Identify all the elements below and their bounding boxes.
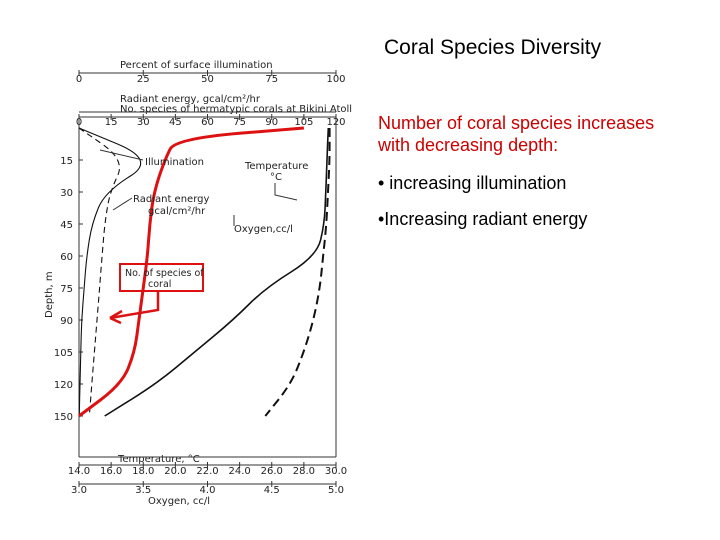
top-axis-label-illumination: Percent of surface illumination: [120, 60, 273, 71]
tick-label-illumination: 100: [326, 74, 345, 85]
annotation-radiant-unit: gcal/cm²/hr: [148, 206, 206, 217]
annotation-temperature: Temperature: [244, 161, 308, 172]
tick-label-illumination: 75: [265, 74, 278, 85]
tick-label-temperature: 14.0: [68, 466, 90, 477]
depth-tick-label: 105: [54, 348, 73, 359]
depth-tick-label: 15: [60, 156, 73, 167]
depth-tick-label: 60: [60, 252, 73, 263]
series-line-illumination: [78, 127, 142, 417]
tick-label-temperature: 18.0: [132, 466, 154, 477]
depth-tick-label: 90: [60, 316, 73, 327]
tick-label-species: 60: [201, 117, 214, 128]
series-layer: [78, 126, 331, 418]
series-line-no-of-species-of-coral: [78, 126, 305, 418]
tick-label-species: 75: [233, 117, 246, 128]
annotation-temperature-unit: °C: [270, 172, 282, 183]
top-axis-label-species: No. species of hermatypic corals at Biki…: [120, 104, 352, 115]
depth-tick-label: 150: [54, 412, 73, 423]
bottom-axis-label-oxygen: Oxygen, cc/l: [148, 496, 210, 507]
tick-label-oxygen: 3.5: [135, 485, 151, 496]
series-line-radiant-energy: [78, 127, 121, 417]
depth-tick-label: 45: [60, 220, 73, 231]
tick-label-temperature: 16.0: [100, 466, 122, 477]
annotation-species: No. of species of: [125, 268, 204, 279]
tick-label-oxygen: 3.0: [71, 485, 87, 496]
depth-tick-label: 75: [60, 284, 73, 295]
leader-illumination: [99, 149, 144, 161]
tick-label-oxygen: 4.5: [264, 485, 280, 496]
tick-label-illumination: 0: [76, 74, 82, 85]
tick-label-temperature: 22.0: [196, 466, 218, 477]
tick-label-species: 105: [294, 117, 313, 128]
depth-tick-label: 30: [60, 188, 73, 199]
leader-radiant: [112, 197, 133, 211]
tick-label-species: 45: [169, 117, 182, 128]
annotation-radiant: Radiant energy: [133, 194, 209, 205]
slide-title: Coral Species Diversity: [384, 36, 602, 59]
annotation-species-2: coral: [148, 279, 171, 290]
tick-label-illumination: 25: [137, 74, 150, 85]
y-axis-label-depth: Depth, m: [44, 271, 55, 318]
tick-label-oxygen: 5.0: [328, 485, 344, 496]
tick-label-temperature: 24.0: [228, 466, 250, 477]
annotation-illumination: Illumination: [145, 157, 204, 168]
series-line-oxygen: [104, 127, 330, 417]
tick-label-species: 90: [265, 117, 278, 128]
tick-label-temperature: 28.0: [293, 466, 315, 477]
tick-label-illumination: 50: [201, 74, 214, 85]
bullet-illumination: • increasing illumination: [378, 173, 567, 193]
tick-label-oxygen: 4.0: [200, 485, 216, 496]
series-line-temperature: [264, 127, 331, 417]
bullet-radiant-energy: •Increasing radiant energy: [378, 209, 588, 229]
tick-label-species: 30: [137, 117, 150, 128]
tick-label-temperature: 20.0: [164, 466, 186, 477]
tick-label-species: 15: [105, 117, 118, 128]
annotation-leaders: [99, 149, 298, 325]
tick-label-temperature: 26.0: [261, 466, 283, 477]
leader-temperature: [274, 183, 298, 201]
annotation-oxygen: Oxygen,cc/l: [234, 224, 293, 235]
tick-label-temperature: 30.0: [325, 466, 347, 477]
leader-species: [109, 291, 160, 320]
depth-profile-chart: Percent of surface illumination Radiant …: [44, 60, 352, 507]
intro-text: Number of coral species increases with d…: [378, 113, 655, 155]
bullet-panel: Number of coral species increases with d…: [378, 112, 678, 244]
bottom-axis-label-temperature: Temperature, °C: [117, 454, 200, 465]
annotation-species-box: [119, 263, 204, 292]
leader-species-arrowhead: [109, 309, 123, 325]
axes-layer: 0255075100015304560759010512014.016.018.…: [54, 70, 347, 496]
depth-tick-label: 120: [54, 380, 73, 391]
top-axis-label-radiant: Radiant energy, gcal/cm²/hr: [120, 94, 261, 105]
